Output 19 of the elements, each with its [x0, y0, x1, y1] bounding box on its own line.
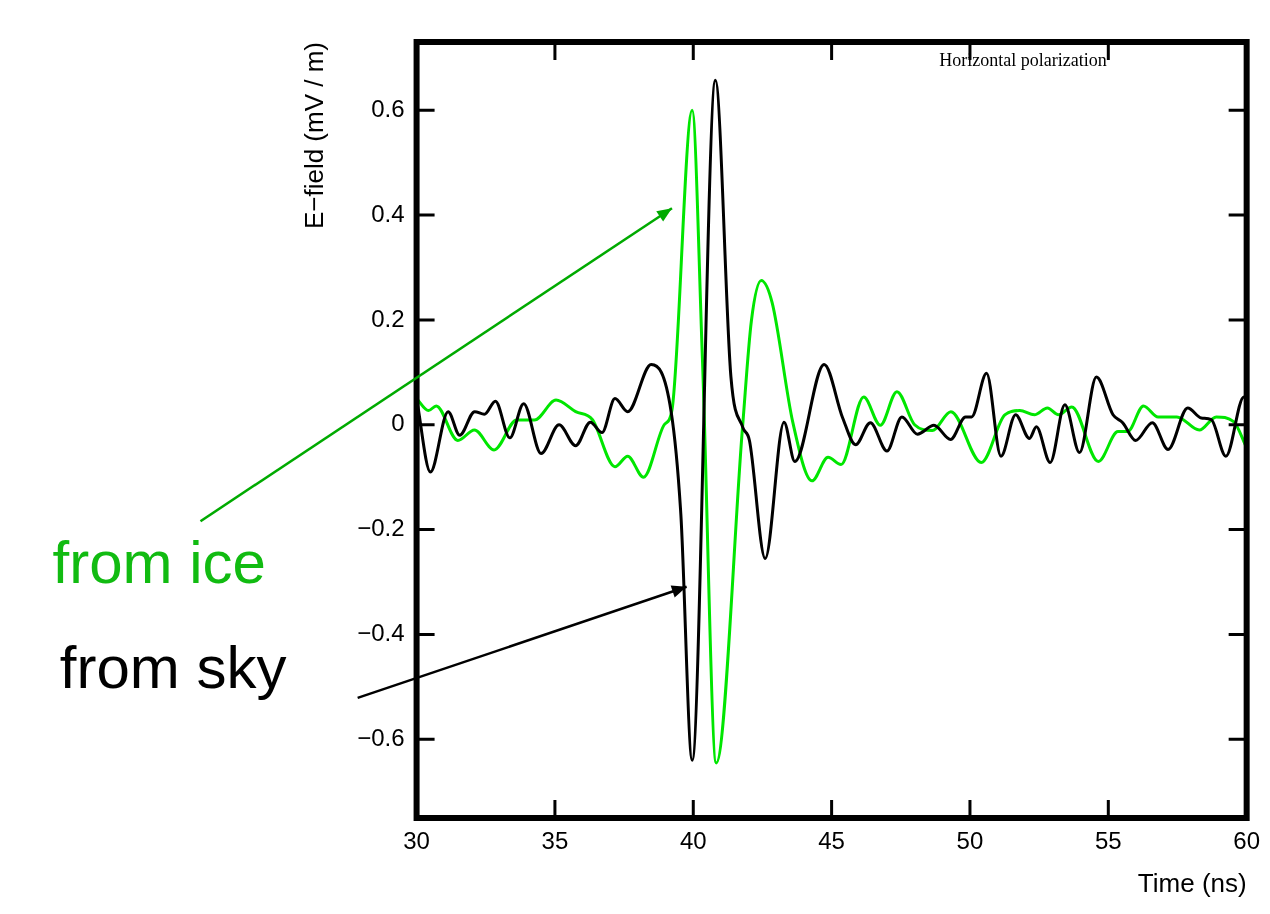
x-axis-title: Time (ns)	[1137, 867, 1247, 898]
x-tick-label: 35	[541, 827, 569, 855]
y-tick-label: 0.4	[371, 199, 405, 227]
x-tick-label: 55	[1094, 827, 1122, 855]
y-tick-label: 0.6	[371, 94, 405, 122]
annotation: Horizontal polarization	[939, 49, 1107, 70]
x-tick-label: 60	[1233, 827, 1260, 855]
x-tick-label: 45	[818, 827, 845, 855]
y-tick-label: 0.2	[371, 304, 405, 332]
x-tick-label: 50	[956, 827, 984, 855]
legend-label: from sky	[59, 633, 287, 701]
x-tick-label: 30	[403, 827, 430, 855]
y-tick-label: −0.4	[357, 619, 405, 647]
y-tick-label: −0.2	[357, 514, 405, 542]
text: from ice	[52, 528, 266, 596]
y-tick-label: 0	[391, 409, 405, 437]
x-tick-label: 40	[679, 827, 707, 855]
y-tick-label: −0.6	[357, 723, 405, 751]
y-axis-title: E−field (mV / m)	[298, 42, 329, 230]
